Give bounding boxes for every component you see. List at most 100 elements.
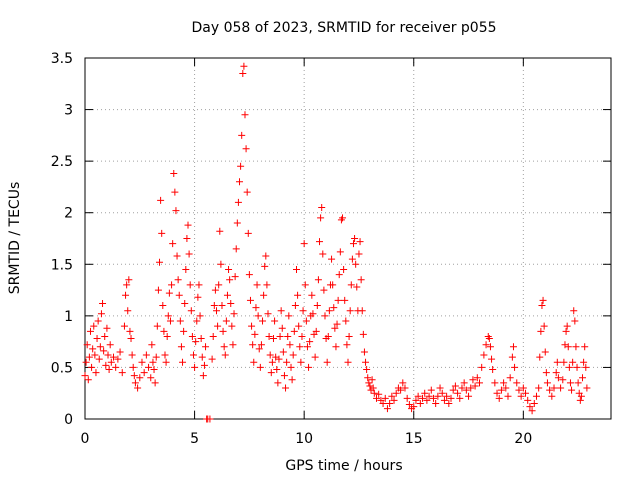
plot-frame xyxy=(84,57,612,420)
data-point xyxy=(86,327,94,335)
data-point xyxy=(271,317,279,325)
data-point xyxy=(153,322,161,330)
data-point xyxy=(250,358,258,366)
data-point xyxy=(241,111,249,119)
data-point xyxy=(91,351,99,359)
data-point xyxy=(320,286,328,294)
data-point xyxy=(172,207,180,215)
data-point xyxy=(166,317,174,325)
data-point xyxy=(511,363,519,371)
y-tick-label: 2 xyxy=(64,206,73,222)
data-point xyxy=(339,214,347,222)
data-point xyxy=(478,363,486,371)
data-point xyxy=(194,293,202,301)
data-point xyxy=(323,358,331,366)
y-tick-label: 0 xyxy=(64,412,73,428)
data-point xyxy=(295,322,303,330)
data-point xyxy=(188,332,196,340)
data-point xyxy=(434,392,442,400)
data-point xyxy=(136,374,144,382)
data-point xyxy=(480,351,488,359)
data-point xyxy=(576,396,584,404)
data-point xyxy=(526,403,534,411)
data-point xyxy=(332,343,340,351)
data-point xyxy=(106,341,114,349)
data-point xyxy=(570,307,578,315)
data-point xyxy=(239,69,247,77)
data-point xyxy=(504,392,512,400)
data-point xyxy=(334,296,342,304)
data-point xyxy=(513,379,521,387)
data-point xyxy=(266,351,274,359)
data-point xyxy=(234,198,242,206)
data-point xyxy=(177,343,185,351)
data-point xyxy=(210,302,218,310)
data-point xyxy=(469,376,477,384)
data-point xyxy=(574,379,582,387)
data-point xyxy=(273,365,281,373)
data-point xyxy=(149,358,157,366)
data-point xyxy=(245,271,253,279)
data-point xyxy=(449,386,457,394)
data-point xyxy=(401,384,409,392)
data-point xyxy=(560,358,568,366)
data-point xyxy=(581,343,589,351)
data-point xyxy=(506,374,514,382)
data-point xyxy=(183,235,191,242)
data-point xyxy=(159,302,167,310)
data-point xyxy=(123,281,131,289)
data-point xyxy=(489,365,497,373)
data-point xyxy=(399,379,407,387)
data-point xyxy=(196,312,204,320)
data-point xyxy=(317,214,325,222)
data-point xyxy=(83,341,91,349)
data-point xyxy=(287,363,295,371)
data-point xyxy=(226,276,234,284)
y-tick-label: 2.5 xyxy=(51,154,73,170)
data-point xyxy=(168,281,176,289)
data-point xyxy=(94,317,102,325)
data-point xyxy=(257,341,265,349)
data-point xyxy=(491,379,499,387)
data-point xyxy=(344,358,352,366)
data-point xyxy=(206,415,214,423)
data-point xyxy=(359,330,367,338)
data-point xyxy=(145,363,153,371)
data-point xyxy=(193,317,201,325)
data-point xyxy=(563,322,571,330)
data-point xyxy=(517,392,525,400)
data-point xyxy=(458,384,466,392)
data-point xyxy=(500,379,508,387)
grid-lines xyxy=(85,58,611,419)
data-point xyxy=(268,358,276,366)
data-point xyxy=(358,307,366,315)
data-point xyxy=(313,302,321,310)
data-point xyxy=(362,358,370,366)
y-tick-label: 1.5 xyxy=(51,257,73,273)
data-point xyxy=(319,250,327,258)
data-point xyxy=(176,317,184,325)
data-point xyxy=(225,265,233,273)
data-point xyxy=(97,310,105,318)
x-tick-label: 5 xyxy=(190,431,199,447)
data-point xyxy=(104,351,112,359)
data-point xyxy=(346,307,354,315)
data-point xyxy=(324,332,332,340)
data-point xyxy=(215,281,223,289)
data-point xyxy=(222,317,230,325)
data-point xyxy=(573,363,581,371)
data-point xyxy=(246,296,254,304)
data-point xyxy=(403,394,411,402)
data-point xyxy=(229,341,237,349)
data-point xyxy=(92,369,100,377)
data-point xyxy=(211,286,219,294)
data-point xyxy=(316,238,324,246)
data-point xyxy=(538,302,546,310)
data-point xyxy=(390,396,398,404)
data-point xyxy=(116,348,124,356)
data-point xyxy=(532,392,540,400)
data-point xyxy=(100,347,108,355)
data-point xyxy=(221,351,229,359)
data-point xyxy=(289,351,297,359)
